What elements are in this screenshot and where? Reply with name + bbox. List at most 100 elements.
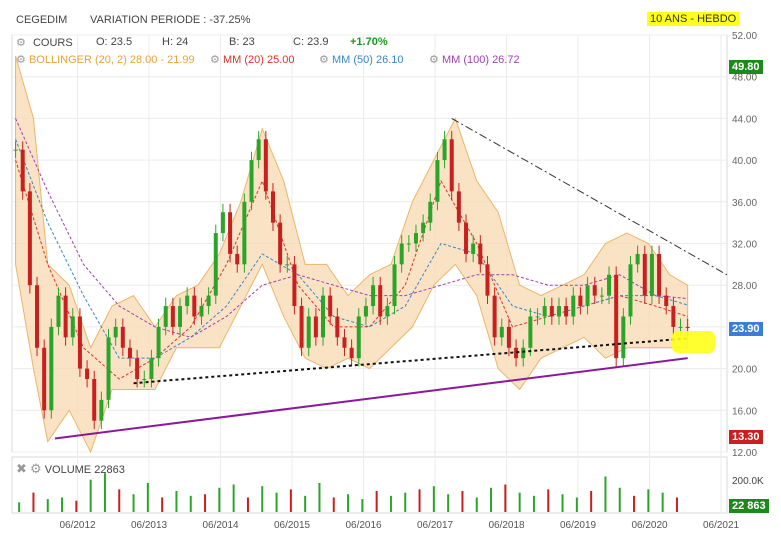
- gear-icon[interactable]: ⚙: [29, 461, 42, 476]
- x-tick-label: 06/2014: [202, 520, 239, 531]
- low-tag: 13.30: [729, 430, 763, 444]
- price-candle: [378, 285, 383, 317]
- price-candle: [349, 347, 354, 359]
- volume-bar: [461, 491, 464, 512]
- bollinger-value: 28.00 - 21.99: [129, 54, 195, 66]
- gear-icon[interactable]: ⚙: [16, 37, 26, 49]
- price-candle: [163, 306, 168, 327]
- close-icon[interactable]: ✖: [16, 461, 27, 476]
- gear-icon[interactable]: ⚙: [429, 54, 439, 66]
- volume-bar: [218, 487, 221, 512]
- price-candle: [213, 233, 218, 296]
- close-label: C:: [293, 36, 304, 48]
- trendline-support-dotted: [133, 337, 688, 385]
- volume-bar: [246, 497, 249, 512]
- bollinger-label: BOLLINGER (20, 2): [28, 54, 127, 66]
- volume-value: 22863: [94, 464, 125, 476]
- moving-averages: [15, 118, 688, 380]
- price-candle: [542, 306, 547, 317]
- high-tag: 49.80: [729, 60, 763, 74]
- price-candle: [299, 306, 304, 348]
- open-value: O: 23.5: [96, 36, 132, 48]
- price-candle: [142, 379, 147, 381]
- volume-bar: [189, 495, 192, 512]
- price-candle: [199, 306, 204, 317]
- price-candle: [192, 295, 197, 317]
- ticker-name: CEGEDIM: [16, 14, 68, 26]
- mm20-value: 25.00: [266, 54, 295, 66]
- y-tick-label: 40.00: [732, 156, 757, 167]
- price-candle: [63, 295, 68, 338]
- x-tick-label: 06/2018: [488, 520, 525, 531]
- price-candle: [220, 212, 225, 234]
- close-number: 23.9: [307, 36, 329, 48]
- volume-bars: [18, 473, 678, 512]
- price-candle: [156, 326, 161, 359]
- y-tick-label: 12.00: [732, 448, 757, 459]
- price-candle: [428, 201, 433, 223]
- price-candle: [614, 274, 619, 359]
- price-candle: [464, 222, 469, 254]
- price-candle: [671, 306, 676, 327]
- price-candle: [371, 285, 376, 307]
- volume-bar: [89, 479, 92, 512]
- y-tick-label: 52.00: [732, 31, 757, 42]
- volume-bar: [304, 495, 307, 512]
- low-number: 23: [242, 36, 255, 48]
- volume-bar: [575, 497, 578, 512]
- volume-bar: [118, 489, 121, 512]
- price-candle: [556, 306, 561, 317]
- price-candle: [628, 264, 633, 317]
- price-candle: [478, 243, 483, 265]
- volume-bar: [103, 473, 106, 512]
- price-candle: [421, 222, 426, 234]
- gear-icon[interactable]: ⚙: [319, 54, 329, 66]
- mm50-label: MM (50): [331, 54, 373, 66]
- price-candle: [406, 243, 411, 245]
- price-candle: [514, 347, 519, 359]
- volume-label: VOLUME: [44, 464, 92, 476]
- indicator-mm20[interactable]: ⚙ MM (20) 25.00: [210, 53, 294, 66]
- volume-bar: [318, 482, 321, 512]
- price-candle: [85, 368, 90, 380]
- volume-bar: [389, 495, 392, 512]
- mm100-value: 26.72: [492, 54, 520, 66]
- indicator-mm50[interactable]: ⚙ MM (50) 26.10: [319, 53, 403, 66]
- volume-bar: [375, 491, 378, 512]
- volume-bar: [447, 494, 450, 512]
- y-tick-label: 44.00: [732, 114, 757, 125]
- volume-header: ✖ ⚙ VOLUME 22863: [16, 461, 125, 477]
- price-candle: [20, 149, 25, 192]
- price-candle: [99, 399, 104, 421]
- gear-icon[interactable]: ⚙: [16, 54, 26, 66]
- mm100-label: MM (100): [441, 54, 489, 66]
- price-candle: [528, 316, 533, 348]
- price-candle: [399, 243, 404, 265]
- price-candle: [27, 191, 32, 286]
- price-candle: [342, 337, 347, 348]
- indicator-mm100[interactable]: ⚙ MM (100) 26.72: [429, 53, 520, 66]
- volume-bar: [661, 492, 664, 512]
- trendlines: [54, 117, 728, 440]
- price-candle: [270, 191, 275, 223]
- price-candle: [242, 201, 247, 265]
- price-candle: [585, 285, 590, 307]
- price-candle: [685, 326, 690, 328]
- price-candle: [285, 264, 290, 266]
- x-tick-label: 06/2013: [131, 520, 168, 531]
- price-candle: [335, 316, 340, 338]
- series-line-mm100: [15, 118, 688, 338]
- price-candle: [70, 316, 75, 338]
- indicator-bollinger[interactable]: ⚙ BOLLINGER (20, 2) 28.00 - 21.99: [16, 53, 195, 66]
- period-badge[interactable]: 10 ANS - HEBDO: [647, 12, 740, 26]
- volume-bar: [261, 486, 264, 512]
- price-candle: [56, 295, 61, 327]
- price-series: [13, 130, 690, 430]
- price-candle: [521, 347, 526, 359]
- gear-icon[interactable]: ⚙: [210, 54, 220, 66]
- x-tick-label: 06/2017: [417, 520, 454, 531]
- volume-bar: [332, 497, 335, 512]
- price-candle: [578, 295, 583, 307]
- volume-bar: [590, 491, 593, 512]
